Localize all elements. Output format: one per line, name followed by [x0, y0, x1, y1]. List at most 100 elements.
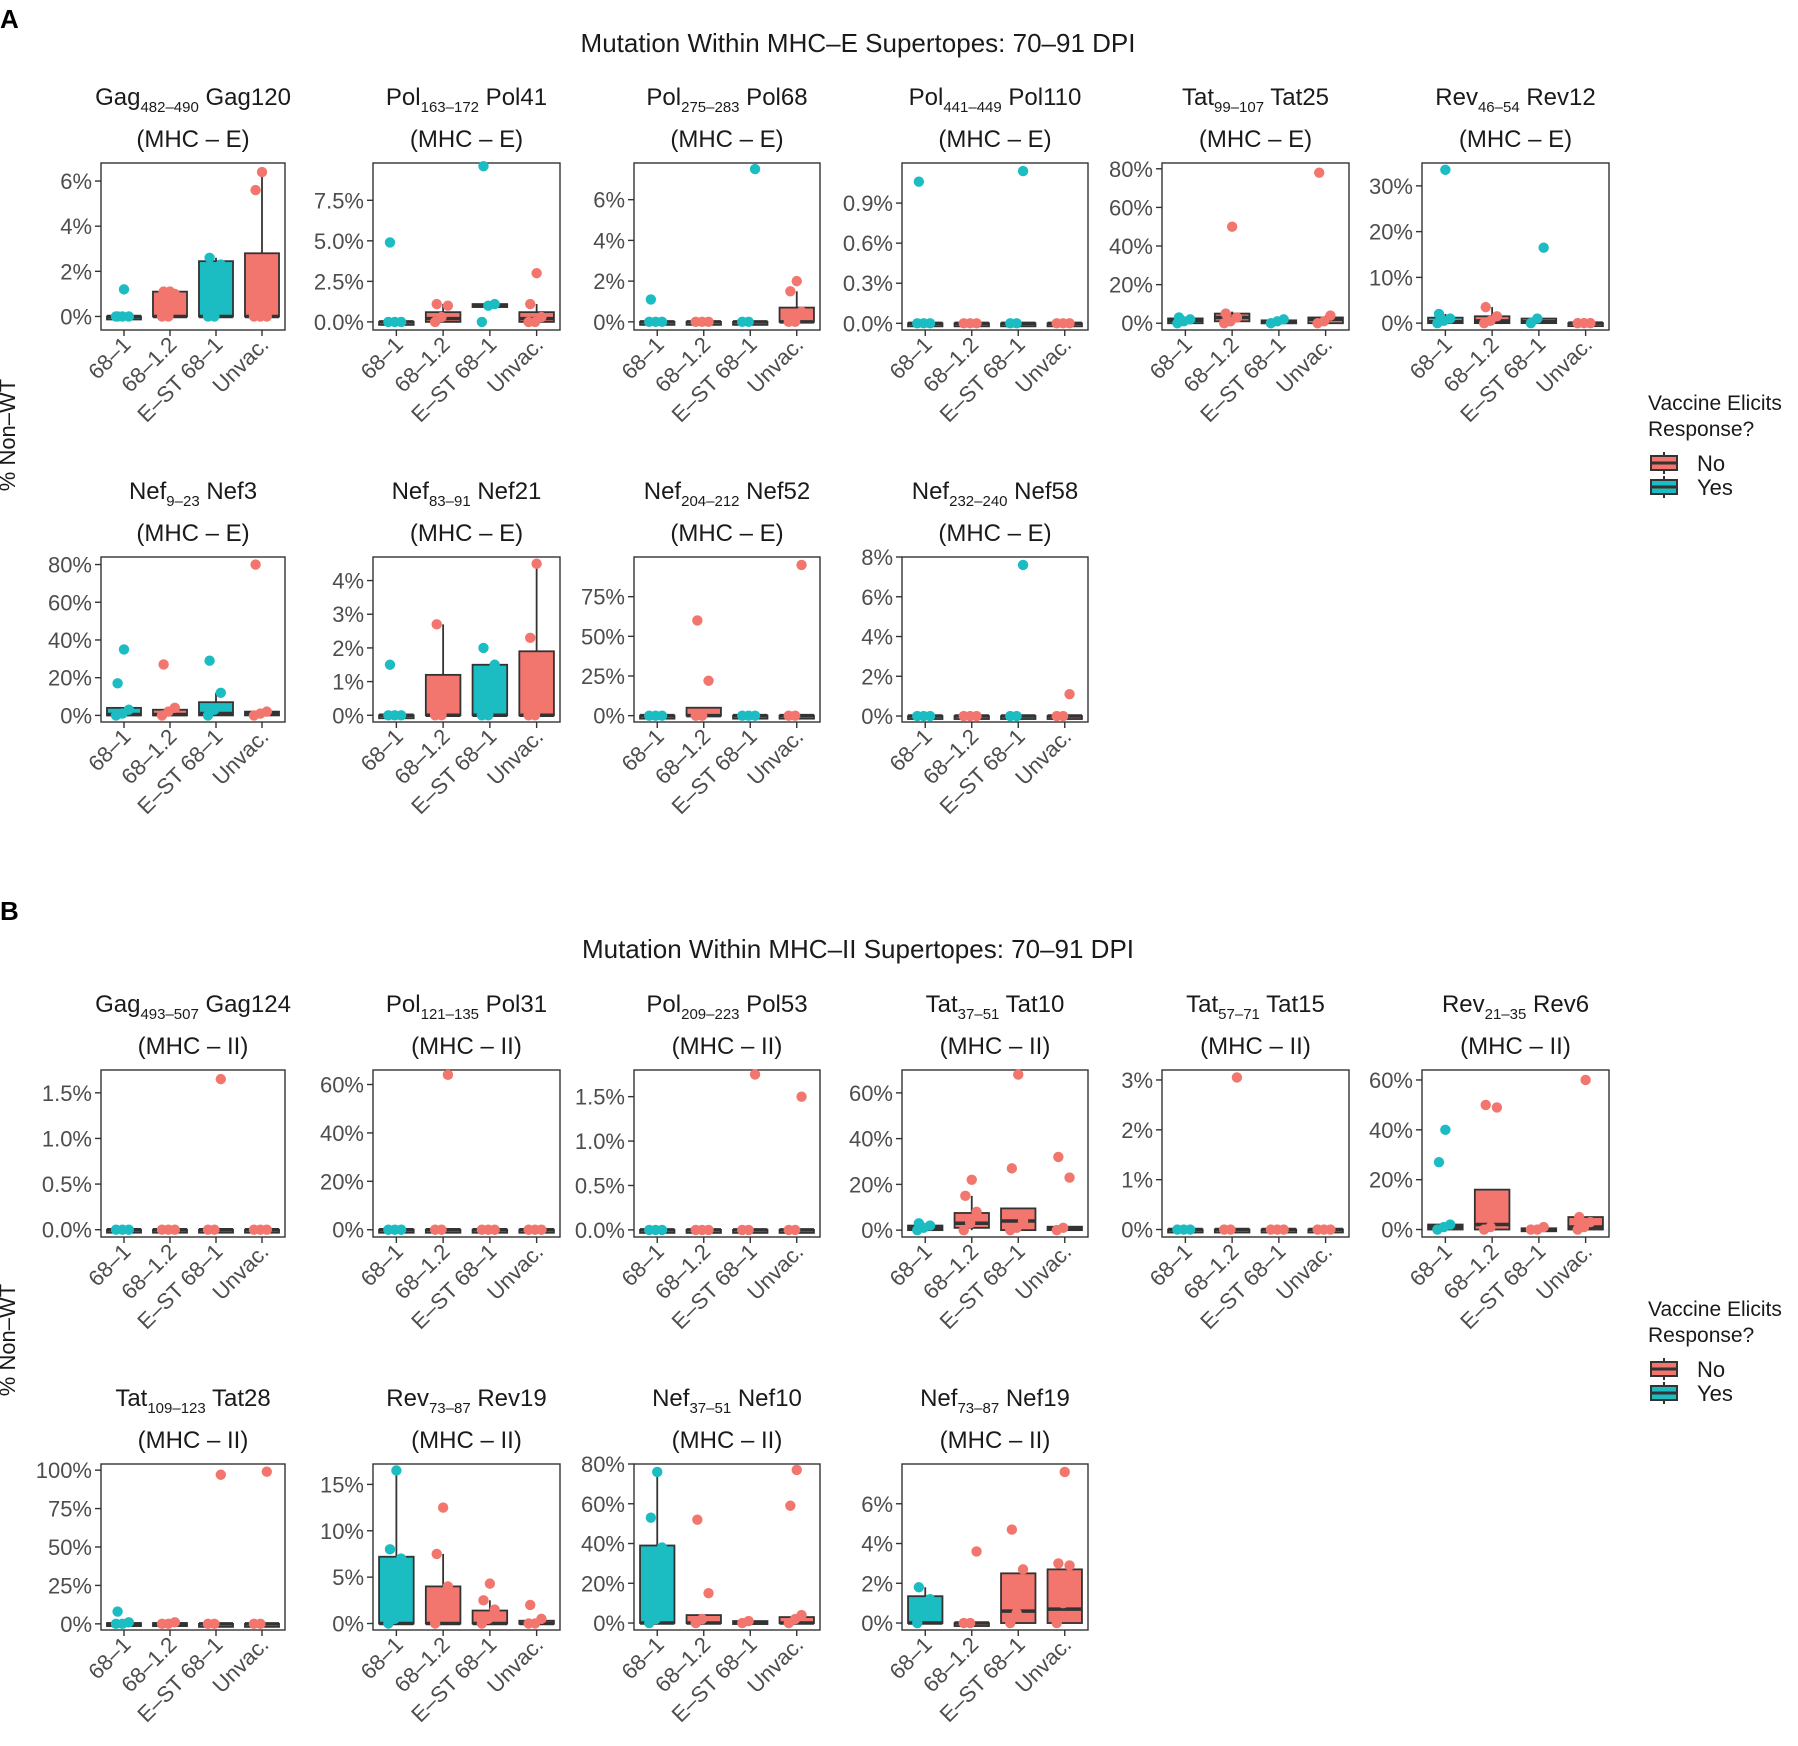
facet-mhc-label: (MHC – II) [138, 1427, 249, 1454]
data-point [918, 1607, 929, 1619]
data-point [1011, 1607, 1022, 1619]
facet-a-gag120: Gag482–490 Gag120(MHC – E)0%2%4%6%68–168… [60, 84, 291, 427]
facet-title: Pol121–135 Pol31 [386, 991, 547, 1023]
box-1 [424, 1069, 462, 1235]
y-tick-label: 5.0% [314, 229, 364, 254]
data-point [395, 1224, 407, 1235]
box-3 [244, 559, 280, 721]
y-tick-label: 4% [593, 228, 625, 253]
y-tick-label: 0% [1121, 311, 1153, 336]
facet-title-name: Pol [386, 84, 421, 111]
facet-title-subscript: 99–107 [1214, 99, 1264, 116]
box-0 [106, 284, 142, 322]
data-point [696, 710, 708, 721]
box-3 [1046, 318, 1083, 329]
y-tick-label: 4% [60, 214, 92, 239]
y-tick-label: 60% [1109, 195, 1153, 220]
facet-title-subscript: 37–51 [689, 1400, 731, 1417]
data-point [958, 1224, 969, 1236]
y-tick-label: 3% [332, 602, 364, 627]
facet-b-nef19: Nef73–87 Nef19(MHC – II)0%2%4%6%68–168–1… [861, 1385, 1089, 1727]
box-1 [1213, 221, 1251, 329]
data-point [478, 642, 489, 654]
y-tick-label: 5% [332, 1565, 364, 1590]
data-point [652, 1466, 663, 1478]
data-point [966, 1174, 977, 1186]
facet-title-suffix: Gag124 [199, 991, 291, 1018]
facet-title-suffix: Tat25 [1264, 84, 1329, 111]
data-point [384, 1544, 396, 1555]
facet-title-name: Pol [646, 991, 681, 1018]
facet-title-suffix: Tat15 [1260, 991, 1325, 1018]
box-body [639, 1544, 676, 1624]
facet-a-rev12: Rev46–54 Rev12(MHC – E)0%10%20%30%68–168… [1369, 84, 1610, 427]
facet-title-suffix: Tat10 [999, 991, 1064, 1018]
data-point [389, 1613, 400, 1625]
facet-mhc-label: (MHC – II) [940, 1427, 1051, 1454]
box-0 [639, 1466, 676, 1629]
y-tick-label: 20% [320, 1169, 364, 1194]
data-point [1057, 710, 1069, 722]
facet-frame [633, 162, 821, 331]
box-2 [1520, 242, 1558, 329]
data-point [791, 1464, 802, 1476]
data-point [1480, 301, 1491, 313]
data-point [1585, 317, 1596, 329]
box-1 [152, 1224, 188, 1235]
data-point [703, 316, 714, 328]
data-point [215, 1469, 226, 1480]
y-tick-label: 20% [1369, 1168, 1413, 1193]
y-tick-label: 6% [861, 1492, 893, 1517]
data-point [1057, 1222, 1069, 1234]
y-tick-label: 80% [48, 553, 92, 578]
data-point [442, 300, 454, 311]
y-tick-label: 1% [332, 670, 364, 695]
data-point [1005, 1617, 1016, 1629]
y-tick-label: 0% [861, 1218, 893, 1243]
data-point [645, 1512, 657, 1523]
data-point [255, 1618, 266, 1630]
y-tick-label: 0.0% [42, 1218, 92, 1243]
facet-title: Tat37–51 Tat10 [926, 991, 1065, 1023]
data-point [1538, 1221, 1549, 1233]
facet-frame [100, 1463, 286, 1631]
data-point [1433, 1157, 1445, 1168]
facet-mhc-label: (MHC – E) [670, 520, 783, 547]
data-point [1006, 1163, 1018, 1174]
box-0 [106, 1606, 142, 1630]
y-tick-label: 4% [861, 1532, 893, 1557]
facet-b-pol31: Pol121–135 Pol31(MHC – II)0%20%40%60%68–… [320, 991, 561, 1334]
facet-title: Rev46–54 Rev12 [1435, 84, 1595, 116]
box-0 [378, 659, 415, 721]
facet-title-suffix: Rev19 [471, 1385, 547, 1412]
box-2 [1000, 1524, 1037, 1629]
facet-title: Tat99–107 Tat25 [1182, 84, 1329, 116]
data-point [1011, 318, 1022, 329]
y-tick-label: 20% [849, 1172, 893, 1197]
data-point [431, 619, 442, 630]
box-0 [639, 710, 676, 721]
data-point [1064, 688, 1075, 700]
facet-mhc-label: (MHC – E) [136, 126, 249, 153]
panel-a-label: A [0, 4, 19, 34]
facet-a-nef52: Nef204–212 Nef52(MHC – E)0%25%50%75%68–1… [581, 478, 821, 819]
y-tick-label: 0.9% [843, 191, 893, 216]
data-point [437, 1502, 449, 1513]
box-body [471, 663, 509, 717]
y-tick-label: 60% [48, 590, 92, 615]
legend-key-no [1650, 1358, 1678, 1380]
box-2 [198, 1469, 234, 1630]
y-tick-label: 4% [332, 569, 364, 594]
facet-title-subscript: 73–87 [957, 1400, 999, 1417]
box-0 [106, 1224, 142, 1235]
data-point [645, 294, 657, 305]
box-0 [378, 1224, 415, 1235]
data-point [971, 710, 982, 722]
y-tick-label: 0% [593, 310, 625, 335]
data-point [112, 678, 123, 689]
box-3 [1567, 317, 1604, 329]
data-point [209, 1224, 220, 1235]
facet-title-subscript: 109–123 [147, 1400, 205, 1417]
data-point [1011, 1222, 1022, 1234]
box-2 [471, 161, 509, 328]
